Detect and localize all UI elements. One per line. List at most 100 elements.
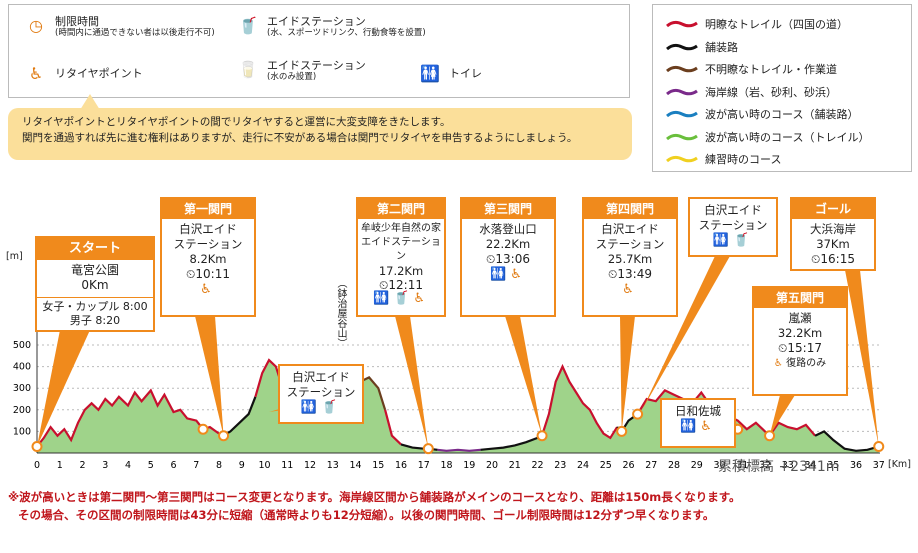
callout-pointer <box>769 395 795 436</box>
goal-callout: ゴール 大浜海岸 37Km ⏲16:15 <box>790 197 876 271</box>
start-callout: スタート 竜宮公園 0Km 女子・カップル 8:00 男子 8:20 <box>35 236 155 332</box>
retire-note: リタイヤポイントとリタイヤポイントの間でリタイヤすると運営に大変支障をきたします… <box>8 108 632 160</box>
footnote: ※波が高いときは第二関門〜第三関門はコース変更となります。海岸線区間から舗装路が… <box>8 488 913 524</box>
facility-icons: 🚻♿ <box>680 419 716 434</box>
course-segment <box>36 388 224 448</box>
checkpoint-marker <box>536 430 548 442</box>
x-tick-label: 23 <box>554 460 566 471</box>
gate-3-name1: 水落登山口 <box>479 222 537 236</box>
callout-pointer <box>620 316 635 432</box>
x-axis-unit: [Km] <box>888 459 911 470</box>
gate-2-header: 第二関門 <box>358 199 444 219</box>
start-row2-label: 男子 <box>69 314 92 327</box>
line-legend-item: 明瞭なトレイル（四国の道） <box>665 15 848 33</box>
x-tick-label: 10 <box>258 460 270 471</box>
line-legend-item: 練習時のコース <box>665 150 781 168</box>
aid-top-name1: 白沢エイド <box>704 203 762 217</box>
gate-4-callout: 第四関門 白沢エイド ステーション 25.7Km ⏲13:49 ♿ <box>582 197 678 317</box>
legend-aid-full-title: エイドステーション <box>267 15 366 28</box>
x-tick-label: 22 <box>531 460 543 471</box>
toilet-icon: 🚻 <box>420 64 440 83</box>
x-tick-label: 17 <box>418 460 430 471</box>
y-tick-label: 100 <box>13 426 31 437</box>
legend-box: ◷ 制限時間 (時間内に通過できない者は以後走行不可) ♿ リタイヤポイント 🥤 … <box>8 4 630 98</box>
line-legend-item: 波が高い時のコース（トレイル） <box>665 128 869 146</box>
footnote-line1: ※波が高いときは第二関門〜第三関門はコース変更となります。海岸線区間から舗装路が… <box>8 490 741 504</box>
y-tick-label: 200 <box>13 405 31 416</box>
gate-1-name1: 白沢エイド <box>179 222 237 236</box>
x-tick-label: 6 <box>170 460 176 471</box>
legend-time-limit-sub: (時間内に通過できない者は以後走行不可) <box>55 28 215 38</box>
checkpoint-marker <box>31 441 43 453</box>
aid-top-callout: 白沢エイド ステーション 🚻🥤 <box>688 197 778 257</box>
gate-2-time: 12:11 <box>388 278 423 292</box>
line-legend-item: 海岸線（岩、砂利、砂浜） <box>665 83 837 101</box>
x-tick-label: 37 <box>873 460 885 471</box>
x-tick-label: 33 <box>782 460 794 471</box>
y-tick-label: 400 <box>13 362 31 373</box>
x-tick-label: 0 <box>34 460 40 471</box>
course-segment <box>437 448 481 452</box>
x-tick-label: 34 <box>804 460 816 471</box>
start-dist: 0Km <box>81 278 109 292</box>
gate-4-dist: 25.7Km <box>607 252 653 266</box>
line-legend-label: 波が高い時のコース（トレイル） <box>705 130 870 144</box>
checkpoint-marker <box>616 425 628 437</box>
x-tick-label: 36 <box>850 460 862 471</box>
checkpoint-marker <box>218 430 230 442</box>
clock-icon: ⏲ <box>486 252 496 266</box>
clock-icon: ⏲ <box>186 267 196 281</box>
cup-water-icon: 🥛 <box>238 60 258 79</box>
checkpoint-marker <box>632 408 644 420</box>
gate-2-name2: エイドステーション <box>361 237 441 262</box>
cumulative-elevation: 累積標高 +2341m <box>718 459 840 475</box>
retire-icon: ♿ <box>622 282 638 297</box>
x-tick-label: 29 <box>691 460 703 471</box>
line-legend-label: 明瞭なトレイル（四国の道） <box>705 18 848 31</box>
line-legend-item: 不明瞭なトレイル・作業道 <box>665 60 837 78</box>
clock-icon: ⏲ <box>778 341 788 355</box>
x-tick-label: 30 <box>713 460 725 471</box>
line-legend-label: 不明瞭なトレイル・作業道 <box>705 63 837 76</box>
legend-aid-full-sub: (水、スポーツドリンク、行動食等を設置) <box>267 28 426 38</box>
hiwasa-callout: 日和佐城 🚻♿ <box>660 398 736 448</box>
y-axis-unit: [m] <box>6 251 23 262</box>
legend-aid-water-title: エイドステーション <box>267 59 366 72</box>
callout-pointer <box>642 256 730 410</box>
gate-3-callout: 第三関門 水落登山口 22.2Km ⏲13:06 🚻♿ <box>460 197 556 317</box>
gate-4-name1: 白沢エイド <box>601 222 659 236</box>
start-header: スタート <box>37 238 153 260</box>
gate-2-dist: 17.2Km <box>378 264 424 278</box>
legend-aid-water-sub: (水のみ設置) <box>267 72 317 82</box>
retire-icon: ♿ <box>28 64 44 83</box>
footnote-line2: その場合、その区間の制限時間は43分に短縮（通常時よりも12分短縮）。以後の関門… <box>18 508 715 522</box>
legend-retire-title: リタイヤポイント <box>55 67 143 80</box>
gate-5-name: 嵐瀬 <box>788 311 812 325</box>
clock-icon: ⏲ <box>811 252 821 266</box>
course-segment <box>814 430 880 452</box>
checkpoint-marker <box>764 430 776 442</box>
gate-5-callout: 第五関門 嵐瀬 32.2Km ⏲15:17 ♿ 復路のみ <box>752 286 848 396</box>
x-tick-label: 14 <box>349 460 361 471</box>
legend-time-limit: ◷ 制限時間 (時間内に通過できない者は以後走行不可) <box>25 15 215 39</box>
x-tick-label: 31 <box>736 460 748 471</box>
x-tick-label: 13 <box>327 460 339 471</box>
callout-pointer <box>37 330 90 447</box>
goal-header: ゴール <box>792 199 874 219</box>
x-tick-label: 35 <box>827 460 839 471</box>
x-tick-label: 32 <box>759 460 771 471</box>
gate-2-name1: 牟岐少年自然の家 <box>361 223 441 234</box>
clock-icon: ◷ <box>29 16 43 35</box>
retire-icon: ♿ <box>200 282 216 297</box>
x-tick-label: 15 <box>372 460 384 471</box>
gate-2-callout: 第二関門 牟岐少年自然の家 エイドステーション 17.2Km ⏲12:11 🚻🥤… <box>356 197 446 317</box>
line-legend-item: 波が高い時のコース（舗装路） <box>665 105 858 123</box>
hiwasa-name: 日和佐城 <box>675 404 721 418</box>
start-row1-label: 女子・カップル <box>42 300 120 313</box>
callout-pointer <box>395 316 429 449</box>
facility-icons: 🚻🥤♿ <box>372 291 430 306</box>
gate-1-time: 10:11 <box>195 267 230 281</box>
gate-3-dist: 22.2Km <box>485 237 531 251</box>
x-tick-label: 11 <box>281 460 293 471</box>
facility-icons: 🚻♿ <box>490 267 526 282</box>
